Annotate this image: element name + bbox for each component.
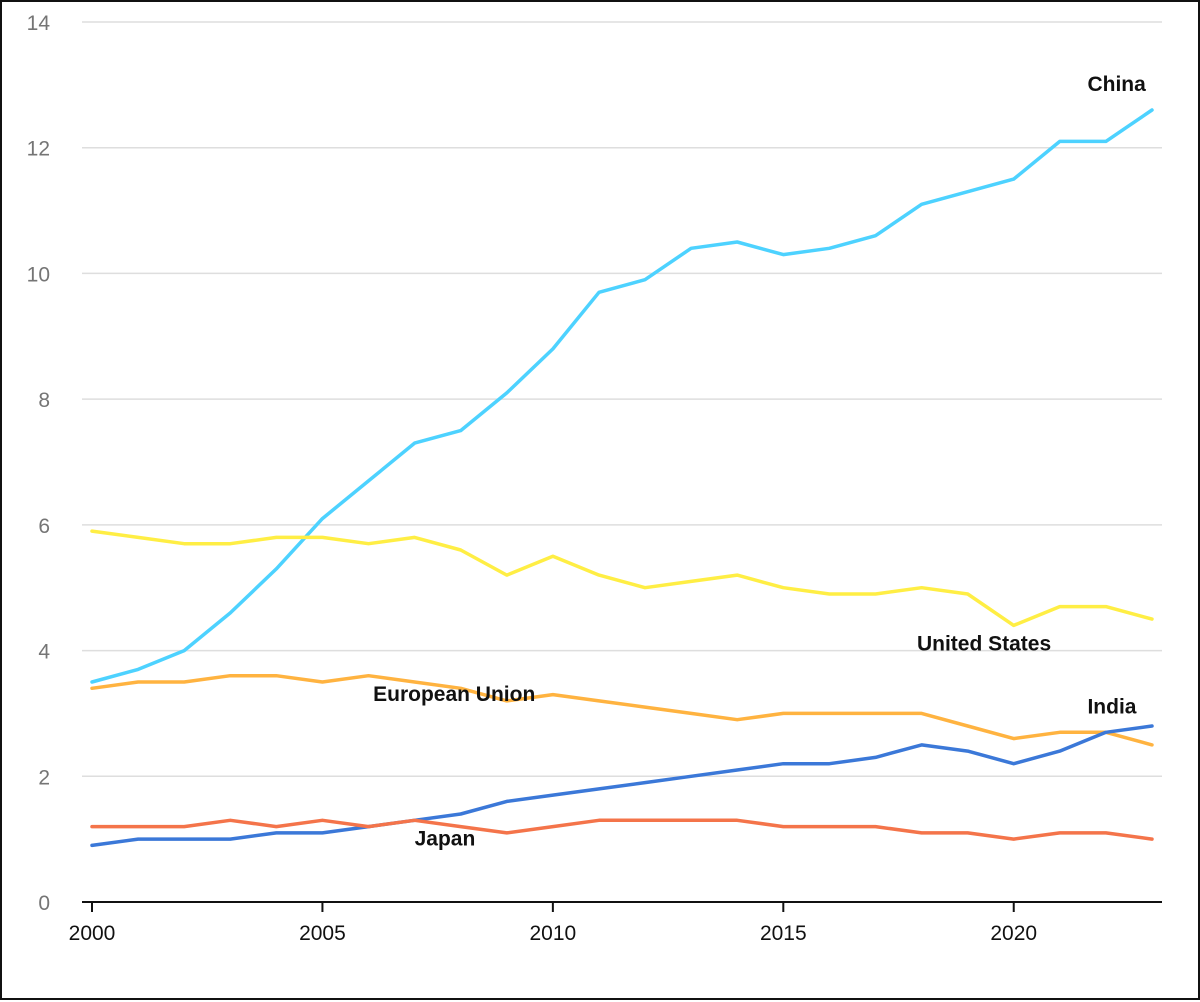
series-label-india: India: [1087, 695, 1136, 718]
y-tick-label: 2: [38, 766, 50, 789]
x-tick-label: 2005: [299, 922, 346, 945]
y-tick-label: 4: [38, 641, 50, 664]
x-tick-label: 2020: [990, 922, 1037, 945]
series-line-european-union: [90, 673, 1154, 747]
y-tick-label: 10: [27, 263, 50, 286]
series-label-china: China: [1087, 73, 1146, 96]
x-tick-label: 2010: [530, 922, 577, 945]
x-tick-label: 2015: [760, 922, 807, 945]
gridlines: 0 2 4 6 8 10 12 14: [27, 12, 1162, 915]
series-line-india: [90, 724, 1154, 848]
series-label-united-states: United States: [917, 633, 1051, 656]
series-line-united-states: [90, 529, 1154, 628]
x-tick-label: 2000: [69, 922, 116, 945]
series-label-japan: Japan: [415, 827, 476, 850]
y-tick-label: 8: [38, 389, 50, 412]
series-lines: [90, 108, 1154, 848]
series-line-china: [90, 108, 1154, 684]
y-tick-label: 14: [27, 12, 51, 35]
x-axis: 2000 2005 2010 2015 2020: [69, 901, 1162, 945]
series-line-japan: [90, 818, 1154, 841]
y-tick-label: 12: [27, 138, 50, 161]
y-tick-label: 6: [38, 515, 50, 538]
series-labels: China United States European Union India Jap…: [373, 73, 1146, 850]
y-tick-label: 0: [38, 892, 50, 915]
series-label-european-union: European Union: [373, 683, 535, 706]
